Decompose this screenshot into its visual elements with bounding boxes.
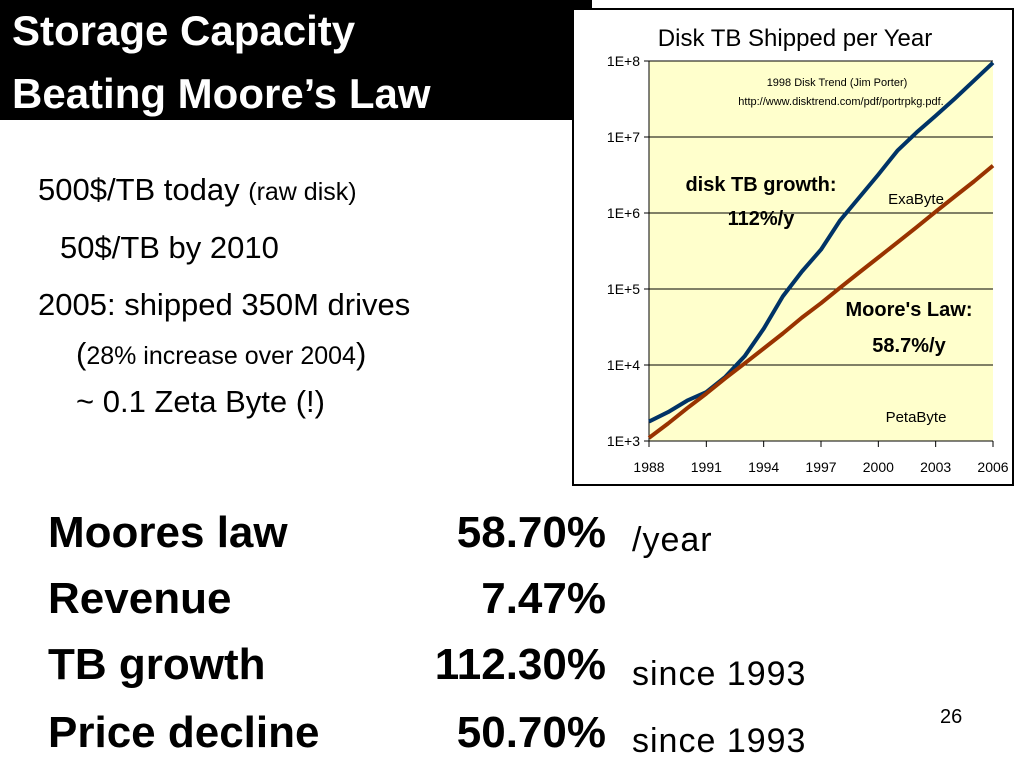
annotation-disk-growth-label: disk TB growth: <box>685 174 836 196</box>
page-number: 26 <box>940 706 963 728</box>
stat-unit-tb-growth: since 1993 <box>632 655 807 693</box>
annotation-exabyte: ExaByte <box>888 191 944 208</box>
stat-label-tb-growth: TB growth <box>48 640 266 689</box>
x-tick-label: 2006 <box>977 459 1008 475</box>
bullet-shipped-drives: 2005: shipped 350M drives <box>38 287 411 322</box>
bullet-zetabyte: ~ 0.1 Zeta Byte (!) <box>76 384 325 419</box>
page-title-line-2: Beating Moore’s Law <box>12 70 431 117</box>
bullet-list: 500$/TB today (raw disk) 50$/TB by 2010 … <box>0 0 560 440</box>
stat-label-price-decline: Price decline <box>48 708 320 757</box>
bullet-increase-open: ( <box>76 336 87 371</box>
bullet-increase: (28% increase over 2004) <box>76 336 366 374</box>
bullet-price-today-main: 500$/TB today <box>38 172 249 207</box>
chart-frame: Disk TB Shipped per Year 1E+3 1E+4 1E+5 1E+6… <box>572 8 1014 486</box>
stat-value-price-decline: 50.70% <box>456 708 606 757</box>
stat-value-moores-law: 58.70% <box>456 508 606 557</box>
series-line-moores-law <box>647 164 995 440</box>
title-banner: Storage Capacity Beating Moore’s Law <box>0 0 592 120</box>
annotation-disk-growth-rate: 112%/y <box>728 208 796 230</box>
bullet-price-today: 500$/TB today (raw disk) <box>38 172 357 210</box>
source-note-line-1: 1998 Disk Trend (Jim Porter) <box>767 77 908 89</box>
annotation-moores-law-rate: 58.7%/y <box>872 335 946 357</box>
chart-title: Disk TB Shipped per Year <box>658 25 932 52</box>
y-tick-label: 1E+7 <box>607 129 640 145</box>
stat-value-revenue: 7.47% <box>481 574 606 623</box>
bullet-increase-close: ) <box>355 336 367 371</box>
stat-label-moores-law: Moores law <box>48 508 288 557</box>
x-tick-label: 1997 <box>805 459 836 475</box>
stat-value-tb-growth: 112.30% <box>434 640 606 689</box>
bullet-increase-note: 28% increase over 2004 <box>86 342 356 370</box>
x-tick-label: 1991 <box>691 459 722 475</box>
y-tick-label: 1E+4 <box>607 357 640 373</box>
y-tick-label: 1E+8 <box>607 53 640 69</box>
stat-unit-moores-law: /year <box>632 521 713 559</box>
x-tick-label: 2003 <box>920 459 951 475</box>
x-tick-label: 1994 <box>748 459 779 475</box>
stat-unit-price-decline: since 1993 <box>632 722 807 760</box>
x-tick-label: 1988 <box>633 459 664 475</box>
annotation-petabyte: PetaByte <box>886 409 947 426</box>
bullet-price-2010: 50$/TB by 2010 <box>60 230 279 265</box>
y-tick-label: 1E+3 <box>607 433 640 449</box>
page-title-line-1: Storage Capacity <box>12 7 356 54</box>
y-tick-label: 1E+6 <box>607 205 640 221</box>
stat-label-revenue: Revenue <box>48 574 232 623</box>
disk-tb-chart: Disk TB Shipped per Year 1E+3 1E+4 1E+5 1E+6… <box>607 25 1009 475</box>
source-note-line-2: http://www.disktrend.com/pdf/portrpkg.pd… <box>738 96 943 108</box>
y-tick-label: 1E+5 <box>607 281 640 297</box>
x-tick-label: 2000 <box>863 459 894 475</box>
bullet-price-today-note: (raw disk) <box>248 178 357 206</box>
annotation-moores-law-label: Moore's Law: <box>846 299 973 321</box>
